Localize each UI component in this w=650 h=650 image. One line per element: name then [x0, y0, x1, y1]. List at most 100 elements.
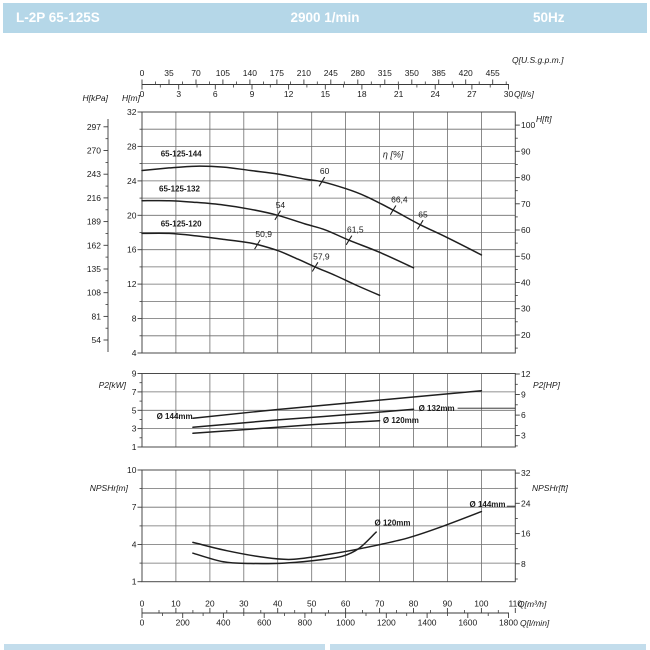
lmin-tick-label: 1400 — [418, 618, 437, 628]
efficiency-tick — [254, 239, 261, 250]
gpm-tick-label: 245 — [324, 68, 338, 78]
m3h-tick-label: 50 — [307, 599, 317, 609]
h-ft-unit-label: H[ft] — [536, 114, 552, 124]
lmin-tick-label: 0 — [140, 618, 145, 628]
m3h-tick-label: 110 — [509, 599, 523, 609]
y-axis-tick-label: 9 — [132, 369, 137, 379]
npshr-ft-unit-label: NPSHr[ft] — [532, 483, 569, 493]
lmin-tick-label: 800 — [298, 618, 312, 628]
gpm-tick-label: 455 — [486, 68, 500, 78]
kpa-tick-label: 270 — [87, 146, 101, 156]
m3h-tick-label: 100 — [474, 599, 488, 609]
curve-diam-120mm — [192, 419, 381, 434]
y-axis-tick-label: 7 — [132, 387, 137, 397]
kpa-tick-label: 81 — [92, 311, 102, 321]
gpm-tick-label: 420 — [459, 68, 473, 78]
right-axis-tick-label: 8 — [521, 559, 526, 569]
y-axis-tick-label: 32 — [127, 107, 137, 117]
gpm-tick-label: 0 — [140, 68, 145, 78]
h-kpa-unit-label: H[kPa] — [82, 93, 108, 103]
efficiency-tick — [389, 205, 397, 215]
top-flow-ruler: 0 35 70 105 140 175 210 245 280 315 350 385 420 455Q[… — [140, 55, 564, 99]
gpm-tick-label: 210 — [297, 68, 311, 78]
kpa-tick-label: 162 — [87, 240, 101, 250]
curve-diam-120mm — [192, 531, 377, 565]
efficiency-tick — [274, 210, 281, 221]
efficiency-label: 50,9 — [255, 229, 272, 239]
h-m-unit-label: H[m] — [122, 93, 141, 103]
right-axis-tick-label: 32 — [521, 468, 531, 478]
y-axis-tick-label: 20 — [127, 210, 137, 220]
lps-tick-label: 24 — [430, 89, 440, 99]
right-axis-tick-label: 90 — [521, 146, 531, 156]
lps-tick-label: 15 — [321, 89, 331, 99]
efficiency-label: 66,4 — [391, 195, 408, 205]
kpa-tick-label: 216 — [87, 193, 101, 203]
efficiency-label: 61,5 — [347, 225, 364, 235]
eta-axis-label: η [%] — [383, 150, 404, 160]
right-axis-tick-label: 6 — [521, 410, 526, 420]
y-axis-tick-label: 1 — [132, 442, 137, 452]
right-axis-tick-label: 9 — [521, 390, 526, 400]
kpa-tick-label: 189 — [87, 217, 101, 227]
y-axis-tick-label: 10 — [127, 465, 137, 475]
p2-kw-unit-label: P2[kW] — [99, 380, 127, 390]
right-axis-tick-label: 40 — [521, 278, 531, 288]
gpm-tick-label: 35 — [164, 68, 174, 78]
efficiency-tick — [345, 235, 353, 246]
curve-diam-144mm — [192, 389, 483, 419]
efficiency-tick — [318, 176, 326, 187]
lps-tick-label: 27 — [467, 89, 477, 99]
gpm-tick-label: 105 — [216, 68, 230, 78]
lps-tick-label: 30 — [504, 89, 514, 99]
y-axis-tick-label: 4 — [132, 348, 137, 358]
y-axis-tick-label: 8 — [132, 314, 137, 324]
npshr-m-unit-label: NPSHr[m] — [90, 483, 129, 493]
efficiency-tick — [417, 219, 424, 230]
m3h-tick-label: 0 — [140, 599, 145, 609]
gpm-tick-label: 280 — [351, 68, 365, 78]
y-axis-tick-label: 24 — [127, 176, 137, 186]
lmin-unit-label: Q[l/min] — [520, 618, 550, 628]
frequency-label: 50Hz — [533, 10, 565, 25]
right-axis-tick-label: 24 — [521, 498, 531, 508]
gpm-tick-label: 70 — [191, 68, 201, 78]
m3h-tick-label: 20 — [205, 599, 215, 609]
m3h-tick-label: 30 — [239, 599, 249, 609]
y-axis-tick-label: 16 — [127, 245, 137, 255]
kpa-tick-label: 108 — [87, 288, 101, 298]
gpm-tick-label: 350 — [405, 68, 419, 78]
lps-unit-label: Q[l/s] — [514, 89, 534, 99]
lmin-tick-label: 1800 — [499, 618, 518, 628]
lps-tick-label: 0 — [140, 89, 145, 99]
y-axis-tick-label: 12 — [127, 279, 137, 289]
efficiency-label: 65 — [418, 209, 428, 219]
y-axis-tick-label: 7 — [132, 502, 137, 512]
curve-diam-132mm — [192, 408, 415, 428]
curve-label-65-125-144: 65-125-144 — [161, 149, 202, 158]
curve-label-65-125-120: 65-125-120 — [161, 220, 202, 229]
m3h-tick-label: 90 — [443, 599, 453, 609]
lps-tick-label: 3 — [176, 89, 181, 99]
m3h-tick-label: 60 — [341, 599, 351, 609]
curve-label-diam-120mm: Ø 120mm — [375, 519, 411, 528]
gpm-unit-label: Q[U.S.g.p.m.] — [512, 55, 564, 65]
kpa-tick-label: 297 — [87, 122, 101, 132]
right-axis-tick-label: 3 — [521, 431, 526, 441]
kpa-ruler: 297 270 243 216 189 162 135 108 81 54 H[kPa] — [82, 93, 109, 352]
curve-65-125-144 — [141, 165, 483, 256]
footer-bar-left — [4, 644, 325, 650]
right-axis-tick-label: 16 — [521, 529, 531, 539]
efficiency-label: 57,9 — [313, 251, 330, 261]
curve-label-diam-120mm: Ø 120mm — [383, 416, 419, 425]
m3h-unit-label: Q[m³/h] — [518, 599, 547, 609]
lps-tick-label: 12 — [284, 89, 294, 99]
curve-label-diam-144mm: Ø 144mm — [157, 412, 193, 421]
kpa-tick-label: 135 — [87, 264, 101, 274]
m3h-tick-label: 80 — [409, 599, 419, 609]
right-axis-tick-label: 70 — [521, 199, 531, 209]
right-axis-tick-label: 100 — [521, 120, 535, 130]
